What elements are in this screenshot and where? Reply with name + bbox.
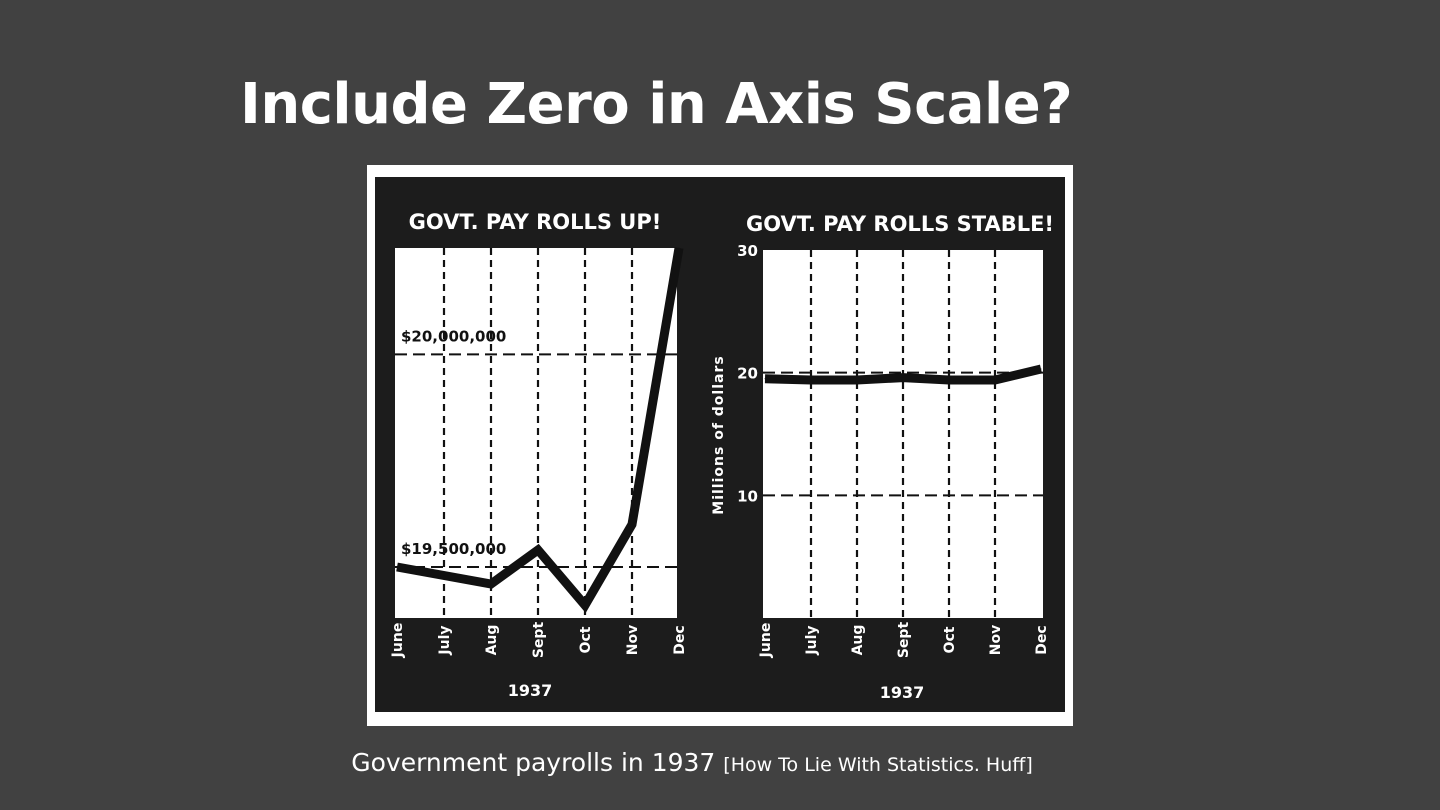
y-tick-label: 10 xyxy=(737,487,758,505)
slide-title: Include Zero in Axis Scale? xyxy=(240,72,1073,137)
x-tick-label: June xyxy=(758,623,774,659)
x-tick-label: Oct xyxy=(578,626,594,653)
caption-text: Government payrolls in 1937 xyxy=(351,748,716,777)
x-tick-label: July xyxy=(437,625,453,655)
x-tick-label: July xyxy=(804,625,820,655)
x-tick-label: Aug xyxy=(484,625,500,656)
x-tick-label: Nov xyxy=(988,625,1004,655)
caption-source: [How To Lie With Statistics. Huff] xyxy=(723,754,1033,776)
plot-area xyxy=(395,248,677,618)
x-tick-label: Dec xyxy=(672,625,688,654)
data-point xyxy=(490,583,492,585)
x-axis-label: 1937 xyxy=(508,681,553,700)
y-tick-label: 20 xyxy=(737,365,758,383)
figure-frame: GOVT. PAY ROLLS UP! $20,000,000 $19,500,00… xyxy=(367,165,1073,726)
data-point xyxy=(631,523,633,525)
data-point xyxy=(396,566,398,568)
right-chart: GOVT. PAY ROLLS STABLE! 10 20 30 June July Aug… xyxy=(711,212,1054,702)
data-point xyxy=(856,379,858,381)
reference-label: $19,500,000 xyxy=(401,540,506,558)
x-tick-label: Dec xyxy=(1034,625,1050,654)
data-point xyxy=(764,378,766,380)
data-point xyxy=(948,379,950,381)
data-point xyxy=(537,549,539,551)
data-point xyxy=(1040,368,1042,370)
caption: Government payrolls in 1937 [How To Lie … xyxy=(0,748,1384,777)
data-point xyxy=(994,379,996,381)
data-point xyxy=(678,247,680,249)
data-point xyxy=(443,575,445,576)
data-point xyxy=(902,377,904,379)
reference-label: $20,000,000 xyxy=(401,327,506,345)
chart-figure: GOVT. PAY ROLLS UP! $20,000,000 $19,500,00… xyxy=(375,177,1065,712)
left-chart: GOVT. PAY ROLLS UP! $20,000,000 $19,500,00… xyxy=(390,210,688,700)
chart-title: GOVT. PAY ROLLS UP! xyxy=(409,210,662,234)
data-point xyxy=(810,379,812,381)
data-point xyxy=(584,604,586,606)
x-tick-label: Sept xyxy=(896,622,912,659)
y-axis-label: Millions of dollars xyxy=(711,355,727,514)
y-tick-label: 30 xyxy=(737,242,758,260)
x-axis-label: 1937 xyxy=(880,683,925,702)
x-tick-label: June xyxy=(390,623,406,659)
x-tick-label: Sept xyxy=(531,622,547,659)
chart-title: GOVT. PAY ROLLS STABLE! xyxy=(746,212,1054,236)
x-tick-label: Nov xyxy=(625,625,641,655)
x-tick-label: Oct xyxy=(942,626,958,653)
x-tick-label: Aug xyxy=(850,625,866,656)
